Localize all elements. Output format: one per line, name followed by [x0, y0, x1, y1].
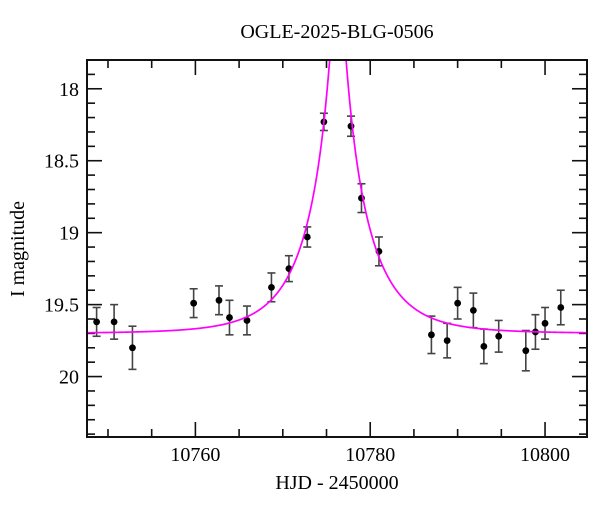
data-point: [541, 319, 549, 327]
x-tick-label: 10760: [170, 444, 220, 466]
y-tick-label: 18.5: [44, 151, 79, 173]
y-tick-label: 20: [59, 367, 79, 389]
data-point: [215, 296, 223, 304]
data-point: [480, 342, 488, 350]
y-tick-label: 19: [59, 223, 79, 245]
data-point: [303, 233, 311, 241]
data-point: [557, 304, 565, 311]
y-axis-label: I magnitude: [7, 201, 29, 297]
y-tick-label: 19.5: [44, 295, 79, 317]
x-tick-label: 10800: [520, 444, 570, 466]
y-tick-label: 18: [59, 79, 79, 101]
data-point: [495, 332, 503, 340]
axis-ticks: [87, 60, 587, 437]
data-point: [454, 299, 462, 307]
data-series: [92, 112, 565, 372]
data-point: [110, 318, 118, 326]
data-point: [190, 299, 198, 307]
data-point: [268, 283, 275, 291]
data-point: [428, 331, 435, 339]
data-point: [243, 317, 251, 324]
model-curve-layer: [87, 60, 587, 334]
x-axis-label: HJD - 2450000: [275, 472, 398, 494]
model-curve: [87, 60, 587, 334]
data-point: [93, 318, 101, 326]
chart-title: OGLE-2025-BLG-0506: [240, 21, 433, 43]
x-tick-label: 10780: [345, 444, 395, 466]
data-point: [226, 314, 233, 321]
data-point: [443, 337, 451, 344]
plot-frame: [86, 59, 588, 438]
data-point: [522, 347, 530, 355]
tick-labels: 10760 10780 10800 18 18.5 19 19.5 20: [44, 79, 570, 466]
plot-frame-border: [86, 59, 588, 438]
data-point: [469, 306, 477, 314]
data-point: [129, 344, 136, 352]
